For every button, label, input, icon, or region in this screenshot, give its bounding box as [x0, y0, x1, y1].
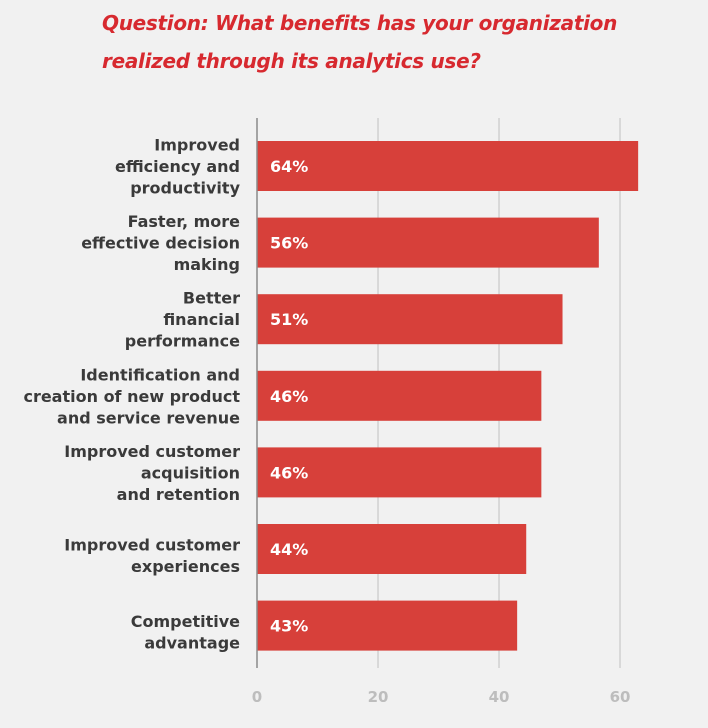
category-label-line: effective decision — [81, 234, 240, 253]
x-tick-label: 60 — [610, 688, 631, 706]
category-label-line: experiences — [131, 557, 240, 576]
chart-title-line-2: realized through its analytics use? — [102, 49, 481, 73]
bar — [257, 447, 542, 498]
data-label: 46% — [270, 463, 308, 482]
category-label: Competitive advantage — [131, 612, 240, 653]
category-label: Improved customer experiences — [64, 535, 240, 576]
category-label: Identification and creation of new produc… — [23, 365, 240, 427]
category-label-line: performance — [125, 332, 240, 351]
x-tick-label: 40 — [489, 688, 510, 706]
x-tick-label: 20 — [368, 688, 389, 706]
category-label-line: Improved customer — [64, 442, 240, 461]
category-label-line: Improved — [154, 136, 240, 155]
category-label-line: Improved customer — [64, 535, 240, 554]
category-label-line: creation of new product — [23, 387, 240, 406]
bar — [257, 370, 542, 421]
data-label: 51% — [270, 310, 308, 329]
category-label: Faster, more effective decision making — [81, 212, 240, 274]
axes: 0 20 40 60 — [252, 118, 631, 706]
bar — [257, 524, 527, 574]
category-label-line: advantage — [144, 633, 240, 652]
category-label-line: making — [174, 255, 240, 274]
category-label-line: efficiency and — [115, 157, 240, 176]
category-label: Better financial performance — [125, 289, 240, 351]
bar — [257, 217, 599, 268]
category-label-line: Identification and — [80, 365, 240, 384]
data-label: 64% — [270, 157, 308, 176]
category-label-line: and service revenue — [57, 408, 240, 427]
chart-title: Question: What benefits has your organiz… — [102, 4, 702, 80]
data-label: 43% — [270, 617, 308, 636]
category-label: Improved efficiency and productivity — [115, 136, 241, 198]
data-label: 56% — [270, 234, 308, 253]
category-label-line: Competitive — [131, 612, 240, 631]
x-tick-label: 0 — [252, 688, 262, 706]
data-label: 46% — [270, 387, 308, 406]
chart-title-line-1: Question: What benefits has your organiz… — [102, 11, 618, 35]
data-label: 44% — [270, 540, 308, 559]
category-label-line: Better — [183, 289, 240, 308]
category-label: Improved customer acquisition and retentio… — [64, 442, 240, 504]
bars: 64% Improved efficiency and productivity 56%… — [23, 136, 639, 653]
category-label-line: and retention — [117, 485, 240, 504]
bar — [257, 294, 563, 345]
category-label-line: acquisition — [141, 463, 240, 482]
category-label-line: financial — [163, 310, 240, 329]
category-label-line: productivity — [130, 179, 240, 198]
bar — [257, 141, 639, 191]
bar — [257, 600, 518, 651]
category-label-line: Faster, more — [128, 212, 241, 231]
